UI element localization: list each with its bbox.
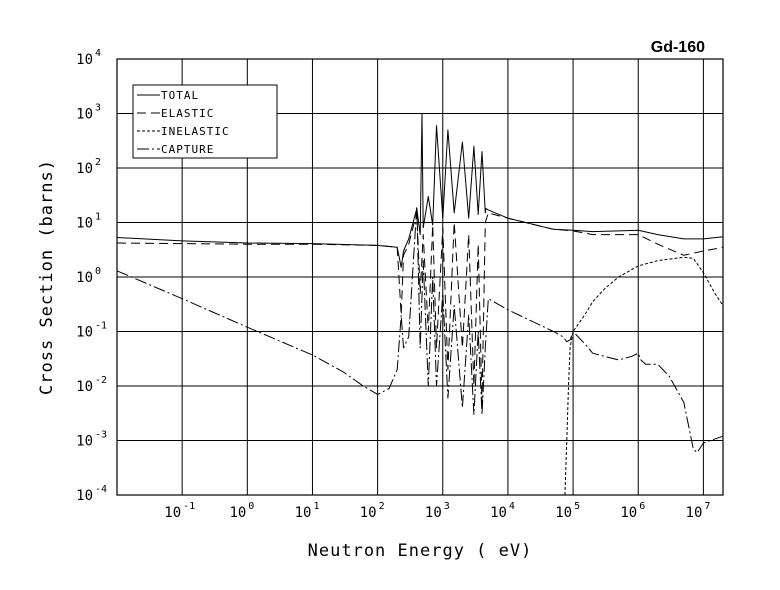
y-tick-exponent: 3: [95, 103, 101, 114]
x-tick-exponent: 1: [313, 501, 319, 512]
y-tick-base: 10: [76, 434, 93, 450]
x-tick-label: 10 3: [425, 501, 450, 521]
series-total-line: [116, 113, 724, 268]
x-tick-exponent: 2: [379, 501, 385, 512]
y-tick-base: 10: [76, 325, 93, 341]
series-inelastic-line: [564, 256, 724, 496]
y-tick-label: 10 0: [76, 266, 101, 286]
chart-title: Gd-160: [651, 39, 705, 56]
y-tick-base: 10: [76, 488, 93, 504]
x-tick-exponent: 0: [248, 501, 254, 512]
legend-label: TOTAL: [161, 89, 199, 102]
legend-entry-total: TOTAL: [137, 89, 199, 102]
x-tick-label: 10 2: [360, 501, 385, 521]
y-tick-exponent: -1: [95, 321, 107, 332]
x-tick-base: 10: [229, 505, 246, 521]
legend-entry-capture: CAPTURE: [137, 143, 214, 156]
y-tick-label: 10 2: [76, 157, 101, 177]
y-tick-base: 10: [76, 379, 93, 395]
legend-entry-inelastic: INELASTIC: [137, 125, 230, 138]
x-tick-exponent: 5: [574, 501, 580, 512]
y-tick-label: 10 -1: [76, 321, 107, 341]
x-tick-base: 10: [686, 505, 703, 521]
x-tick-exponent: -1: [183, 501, 195, 512]
y-tick-exponent: 1: [95, 212, 101, 223]
x-tick-exponent: 6: [639, 501, 645, 512]
x-tick-base: 10: [295, 505, 312, 521]
y-tick-exponent: 0: [95, 266, 101, 277]
x-tick-label: 10 1: [295, 501, 320, 521]
x-tick-label: 10 6: [620, 501, 645, 521]
y-tick-exponent: 2: [95, 157, 101, 168]
legend-label: CAPTURE: [161, 143, 214, 156]
x-tick-base: 10: [620, 505, 637, 521]
y-tick-base: 10: [76, 161, 93, 177]
y-tick-base: 10: [76, 216, 93, 232]
x-tick-label: 10 5: [555, 501, 580, 521]
y-tick-exponent: -4: [95, 484, 107, 495]
x-tick-base: 10: [164, 505, 181, 521]
series-elastic-line: [116, 212, 724, 403]
legend-label: ELASTIC: [161, 107, 214, 120]
plot-frame: [116, 58, 724, 496]
x-tick-base: 10: [360, 505, 377, 521]
y-tick-label: 10 3: [76, 103, 101, 123]
x-tick-exponent: 7: [704, 501, 710, 512]
y-tick-label: 10 -2: [76, 375, 107, 395]
y-tick-label: 10 -4: [76, 484, 107, 504]
legend-entry-elastic: ELASTIC: [137, 107, 214, 120]
x-tick-label: 10 7: [686, 501, 711, 521]
y-tick-exponent: -3: [95, 430, 107, 441]
x-tick-label: 10 4: [490, 501, 515, 521]
y-tick-label: 10 1: [76, 212, 101, 232]
x-tick-base: 10: [425, 505, 442, 521]
plot-area: [116, 113, 724, 496]
x-axis-title: Neutron Energy ( eV): [308, 541, 533, 561]
y-tick-base: 10: [76, 52, 93, 68]
y-tick-base: 10: [76, 107, 93, 123]
series-capture-line: [116, 205, 724, 454]
x-tick-base: 10: [490, 505, 507, 521]
x-tick-label: 10 0: [229, 501, 254, 521]
x-tick-label: 10 -1: [164, 501, 195, 521]
y-tick-exponent: 4: [95, 48, 101, 59]
x-axis-ticks: 10 -1 10 0 10 1 10 2 10 3 10 4 10 5 10 6 10 7: [164, 501, 710, 521]
legend-label: INELASTIC: [161, 125, 230, 138]
legend-box: [132, 84, 278, 159]
y-tick-label: 10 4: [76, 48, 101, 68]
y-tick-base: 10: [76, 270, 93, 286]
legend: TOTAL ELASTIC INELASTIC CAPTURE: [132, 84, 278, 159]
x-tick-exponent: 3: [444, 501, 450, 512]
y-tick-label: 10 -3: [76, 430, 107, 450]
x-tick-exponent: 4: [509, 501, 515, 512]
x-tick-base: 10: [555, 505, 572, 521]
y-tick-exponent: -2: [95, 375, 107, 386]
y-axis-title: Cross Section (barns): [37, 159, 57, 395]
